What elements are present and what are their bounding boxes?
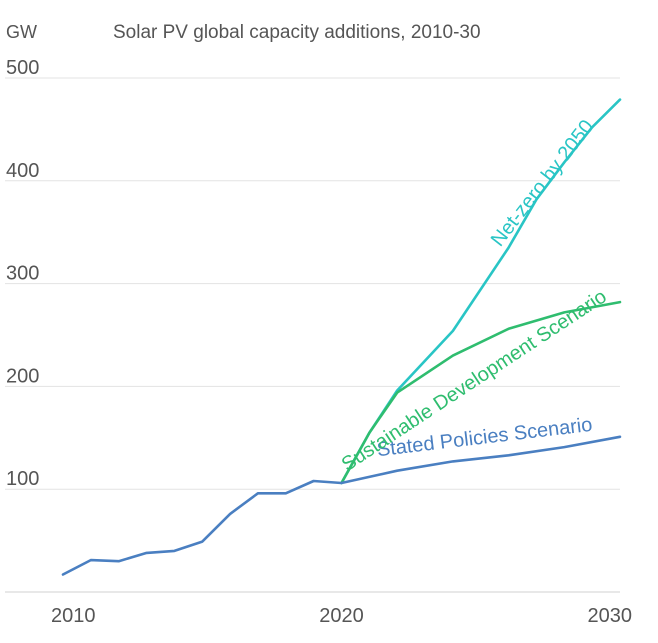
x-tick-label-2010: 2010 xyxy=(51,605,96,627)
y-tick-label-200: 200 xyxy=(6,365,39,387)
y-tick-label-100: 100 xyxy=(6,468,39,490)
series-line-0 xyxy=(61,435,622,576)
axis-ticks: 100 200 300 400 500 2010 2020 2030 xyxy=(6,57,632,627)
x-tick-label-2030: 2030 xyxy=(588,605,633,627)
x-tick-label-2020: 2020 xyxy=(319,605,364,627)
chart-title: Solar PV global capacity additions, 2010… xyxy=(113,22,481,43)
y-tick-label-500: 500 xyxy=(6,57,39,79)
y-axis-unit-label: GW xyxy=(6,22,37,42)
series-lines xyxy=(61,98,622,576)
y-tick-label-400: 400 xyxy=(6,160,39,182)
gridlines xyxy=(5,77,620,593)
series-line-1 xyxy=(340,300,622,485)
y-tick-label-300: 300 xyxy=(6,263,39,285)
series-label-2: Net-zero by 2050 xyxy=(487,116,598,251)
